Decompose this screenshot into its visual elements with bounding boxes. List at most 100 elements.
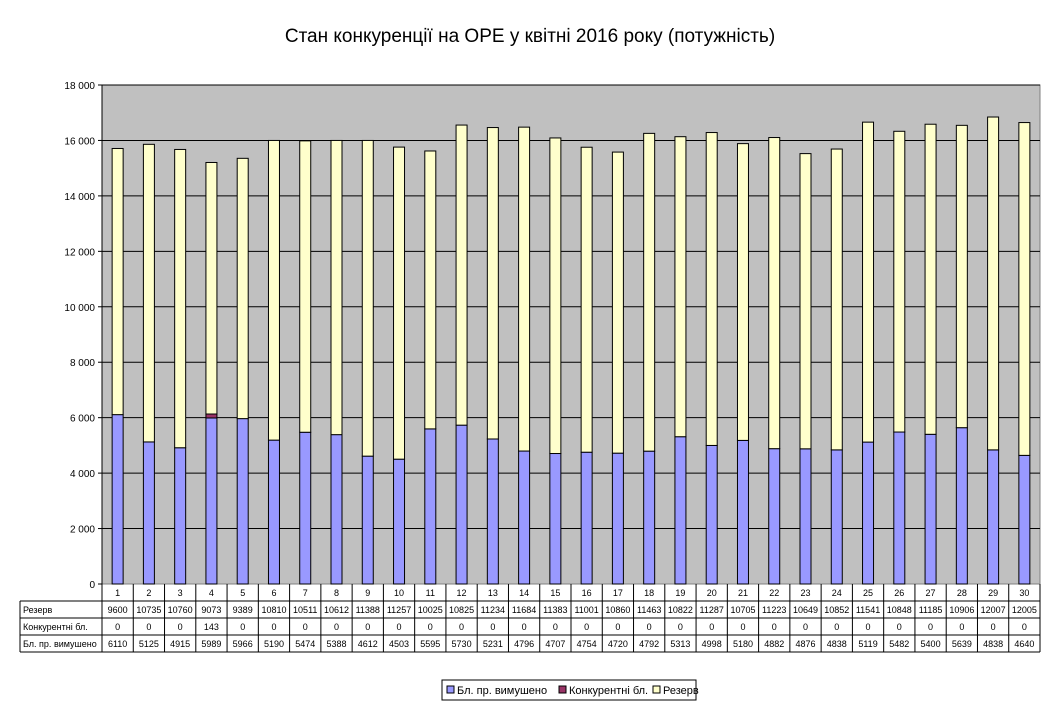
bar-segment xyxy=(987,449,1000,585)
x-tick-label: 8 xyxy=(334,588,339,598)
x-tick-label: 1 xyxy=(115,588,120,598)
data-cell: 0 xyxy=(115,622,120,632)
bar-segment xyxy=(924,123,937,435)
data-cell: 0 xyxy=(959,622,964,632)
data-cell: 5180 xyxy=(733,639,753,649)
bar-segment xyxy=(955,427,968,585)
y-tick-label: 12 000 xyxy=(64,247,95,258)
x-tick-label: 27 xyxy=(926,588,936,598)
bar-segment xyxy=(1018,454,1031,585)
bar-segment xyxy=(674,436,687,585)
bar-segment xyxy=(205,417,218,585)
data-cell: 5482 xyxy=(889,639,909,649)
bar-segment xyxy=(705,132,718,446)
x-tick-label: 21 xyxy=(738,588,748,598)
x-tick-label: 28 xyxy=(957,588,967,598)
data-cell: 5595 xyxy=(420,639,440,649)
bar-segment xyxy=(455,424,468,585)
data-cell: 11185 xyxy=(919,605,943,615)
data-cell: 5989 xyxy=(201,639,221,649)
bar-segment xyxy=(580,146,593,453)
data-cell: 0 xyxy=(428,622,433,632)
x-tick-label: 24 xyxy=(832,588,842,598)
bar-segment xyxy=(330,139,343,436)
legend-label: Резерв xyxy=(663,685,699,697)
bar-segment xyxy=(611,151,624,454)
bar-segment xyxy=(299,140,312,433)
legend-swatch xyxy=(652,685,661,694)
table-row-label: Бл. пр. вимушено xyxy=(23,639,97,649)
bar-segment xyxy=(111,414,124,585)
bar-segment xyxy=(611,452,624,585)
data-cell: 12007 xyxy=(981,605,1006,615)
bar-segment xyxy=(768,137,781,450)
data-cell: 5231 xyxy=(483,639,503,649)
data-cell: 5388 xyxy=(326,639,346,649)
legend: Бл. пр. вимушено Конкурентні бл. Резерв xyxy=(441,679,699,701)
bar-segment xyxy=(393,458,406,585)
bar-segment xyxy=(674,136,687,438)
data-cell: 4998 xyxy=(702,639,722,649)
bar-segment xyxy=(830,449,843,585)
bar-segment xyxy=(486,127,499,440)
bar-segment xyxy=(424,150,437,430)
data-cell: 10760 xyxy=(168,605,193,615)
data-cell: 5119 xyxy=(858,639,877,649)
data-cell: 5730 xyxy=(452,639,472,649)
x-tick-label: 15 xyxy=(550,588,560,598)
x-tick-label: 29 xyxy=(988,588,998,598)
data-cell: 11463 xyxy=(637,605,661,615)
gridlines xyxy=(102,84,1040,530)
x-tick-label: 6 xyxy=(271,588,276,598)
data-cell: 5966 xyxy=(233,639,253,649)
data-cell: 4882 xyxy=(764,639,784,649)
y-tick-label: 2 000 xyxy=(70,525,95,536)
legend-swatch xyxy=(446,685,455,694)
data-cell: 10825 xyxy=(449,605,474,615)
bar-segment xyxy=(799,448,812,585)
data-cell: 4503 xyxy=(389,639,409,649)
bar-segment xyxy=(486,438,499,585)
data-cell: 11383 xyxy=(543,605,567,615)
y-tick-label: 0 xyxy=(89,580,95,591)
data-cell: 9073 xyxy=(201,605,221,615)
data-cell: 5313 xyxy=(670,639,690,649)
y-tick-label: 14 000 xyxy=(64,192,95,203)
data-cell: 0 xyxy=(459,622,464,632)
data-cell: 5400 xyxy=(921,639,941,649)
x-tick-label: 25 xyxy=(863,588,873,598)
data-cell: 9600 xyxy=(108,605,128,615)
data-cell: 0 xyxy=(271,622,276,632)
bar-segment xyxy=(111,147,124,416)
data-cell: 0 xyxy=(803,622,808,632)
x-tick-label: 13 xyxy=(488,588,498,598)
x-tick-label: 10 xyxy=(394,588,404,598)
data-cell: 5639 xyxy=(952,639,972,649)
data-cell: 11388 xyxy=(356,605,380,615)
bar-segment xyxy=(987,116,1000,451)
bar-segment xyxy=(267,139,280,441)
data-cell: 0 xyxy=(584,622,589,632)
x-tick-label: 19 xyxy=(675,588,685,598)
data-cell: 10705 xyxy=(730,605,755,615)
bar-segment xyxy=(643,450,656,585)
bar-segment xyxy=(736,439,749,585)
data-cell: 4720 xyxy=(608,639,628,649)
data-cell: 4792 xyxy=(639,639,659,649)
x-tick-label: 11 xyxy=(426,588,435,598)
x-tick-label: 9 xyxy=(365,588,370,598)
data-cell: 0 xyxy=(303,622,308,632)
bar-segment xyxy=(830,148,843,451)
bar-segment xyxy=(893,431,906,585)
data-cell: 10852 xyxy=(824,605,849,615)
data-cell: 0 xyxy=(178,622,183,632)
data-cell: 9389 xyxy=(233,605,253,615)
bar-segment xyxy=(267,439,280,585)
bar-segment xyxy=(768,448,781,585)
data-cell: 4838 xyxy=(827,639,847,649)
legend-box xyxy=(441,679,697,701)
data-cell: 10848 xyxy=(887,605,912,615)
y-tick-label: 4 000 xyxy=(70,469,95,480)
data-cell: 12005 xyxy=(1012,605,1037,615)
